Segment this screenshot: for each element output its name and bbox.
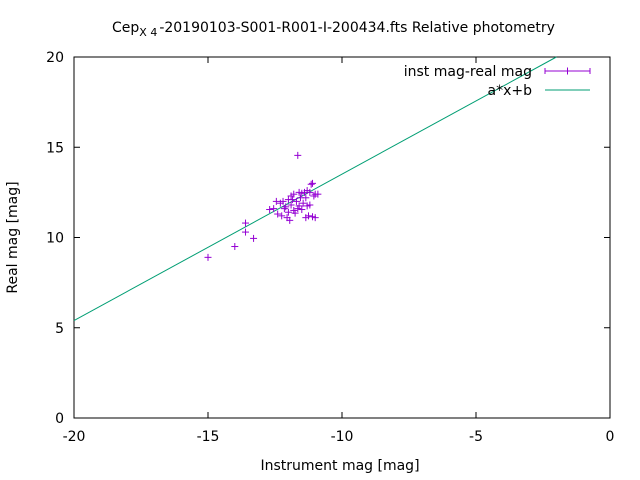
x-tick-label: -10 [331,429,354,445]
x-tick-label: 0 [606,429,615,445]
data-point [314,190,322,198]
legend-sample-errorbar [544,67,591,75]
data-point [306,201,314,209]
y-axis: 0 5 10 15 20 [46,50,610,427]
data-point [290,190,298,198]
chart-title-subscript: X 4 [139,26,157,39]
data-point [231,243,239,251]
data-point [310,192,318,200]
data-point [291,209,299,217]
data-points-series [204,151,322,261]
x-axis: -20 -15 -10 -5 0 [63,57,615,445]
y-axis-label: Real mag [mag] [5,181,21,293]
data-point [307,180,315,188]
data-point [242,228,250,236]
data-point [298,206,306,214]
data-point [266,206,274,214]
legend-label-fit: a*x+b [488,83,533,99]
data-point [270,205,278,213]
data-point [302,194,310,202]
data-point [287,201,295,209]
data-point [306,188,314,196]
data-point [288,196,296,204]
data-point [250,234,258,242]
data-point [274,210,282,218]
data-point [295,202,303,210]
data-point [294,151,302,159]
x-tick-label: -15 [197,429,220,445]
data-point [305,212,312,220]
chart-title: CepX 4 -20190103-S001-R001-I-200434.fts R… [112,20,555,39]
data-point [242,219,250,227]
svg-text:CepX 4-20190103-S001-R001-I-20: CepX 4 -20190103-S001-R001-I-200434.fts R… [112,20,555,39]
data-point [299,199,307,207]
data-point [204,253,212,261]
chart-title-prefix: Cep [112,20,139,36]
y-tick-label: 5 [55,321,64,337]
data-point [286,216,294,224]
fit-line-series [73,56,557,321]
data-point [280,205,288,213]
plot-area-frame [73,56,611,419]
y-tick-label: 20 [46,50,64,66]
legend: inst mag-real mag a*x+b [404,64,591,99]
data-point [311,214,319,222]
data-point [278,212,286,220]
chart-title-suffix: -20190103-S001-R001-I-200434.fts Relativ… [159,20,555,36]
data-point [284,208,292,216]
y-tick-label: 0 [55,411,64,427]
data-point [282,203,290,211]
y-tick-label: 15 [46,140,64,156]
x-tick-label: -20 [63,429,86,445]
data-point [292,197,300,205]
x-tick-label: -5 [469,429,483,445]
fit-line [73,56,557,321]
data-point [279,197,287,205]
x-axis-label: Instrument mag [mag] [260,458,419,474]
legend-label-inst-mag: inst mag-real mag [404,64,532,80]
data-point [309,179,317,187]
y-tick-label: 10 [46,231,64,247]
data-point [272,197,280,205]
